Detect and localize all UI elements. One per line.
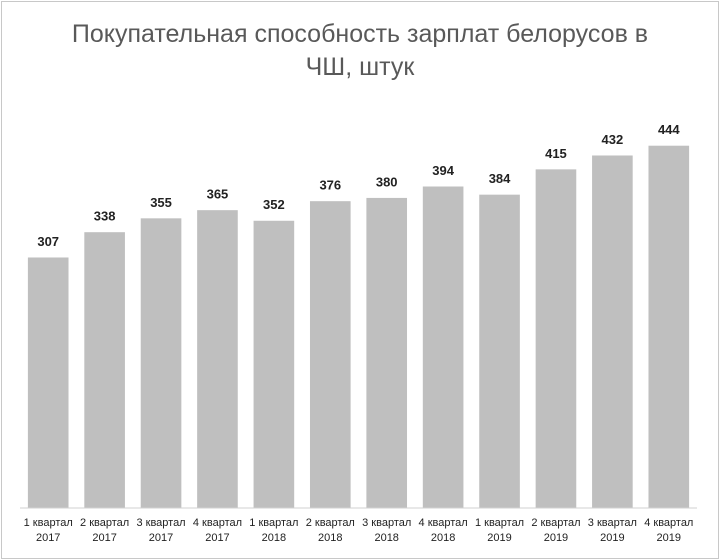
value-label: 307 bbox=[37, 234, 59, 249]
x-tick-label: 4 квартал 2017 bbox=[192, 517, 243, 544]
value-label: 376 bbox=[319, 178, 341, 193]
value-label: 355 bbox=[150, 195, 172, 210]
value-label: 384 bbox=[489, 171, 511, 186]
x-tick-label: 3 квартал 2017 bbox=[136, 517, 186, 544]
x-tick-label: 1 квартал 2019 bbox=[474, 517, 525, 544]
bar bbox=[592, 155, 633, 508]
x-tick-label: 3 квартал 2019 bbox=[587, 517, 637, 544]
x-tick-label: 1 квартал 2017 bbox=[23, 517, 73, 544]
chart-title: Покупательная способность зарплат белору… bbox=[71, 20, 649, 81]
value-label: 380 bbox=[376, 174, 398, 189]
bar bbox=[648, 145, 690, 509]
x-tick-label: 1 квартал 2018 bbox=[249, 517, 299, 544]
value-label: 365 bbox=[207, 187, 229, 202]
bar bbox=[366, 197, 408, 509]
value-label: 415 bbox=[545, 146, 567, 161]
x-tick-label: 4 квартал 2018 bbox=[418, 517, 468, 544]
bar bbox=[140, 218, 182, 508]
bar bbox=[27, 257, 69, 508]
value-label: 432 bbox=[602, 132, 624, 147]
bar bbox=[535, 169, 577, 509]
value-label: 338 bbox=[94, 209, 116, 224]
x-tick-label: 4 квартал 2019 bbox=[644, 517, 694, 544]
bar bbox=[422, 186, 464, 508]
x-tick-label: 2 квартал 2017 bbox=[80, 517, 130, 544]
value-label: 444 bbox=[658, 122, 680, 137]
value-label: 352 bbox=[263, 197, 285, 212]
bar bbox=[84, 232, 125, 508]
bar bbox=[309, 201, 351, 508]
bar bbox=[197, 210, 238, 508]
x-tick-label: 3 квартал 2018 bbox=[362, 517, 412, 544]
bar bbox=[253, 220, 295, 508]
x-tick-label: 2 квартал 2019 bbox=[531, 517, 581, 544]
bar bbox=[479, 194, 520, 508]
x-tick-label: 2 квартал 2018 bbox=[305, 517, 355, 544]
value-label: 394 bbox=[432, 163, 454, 178]
